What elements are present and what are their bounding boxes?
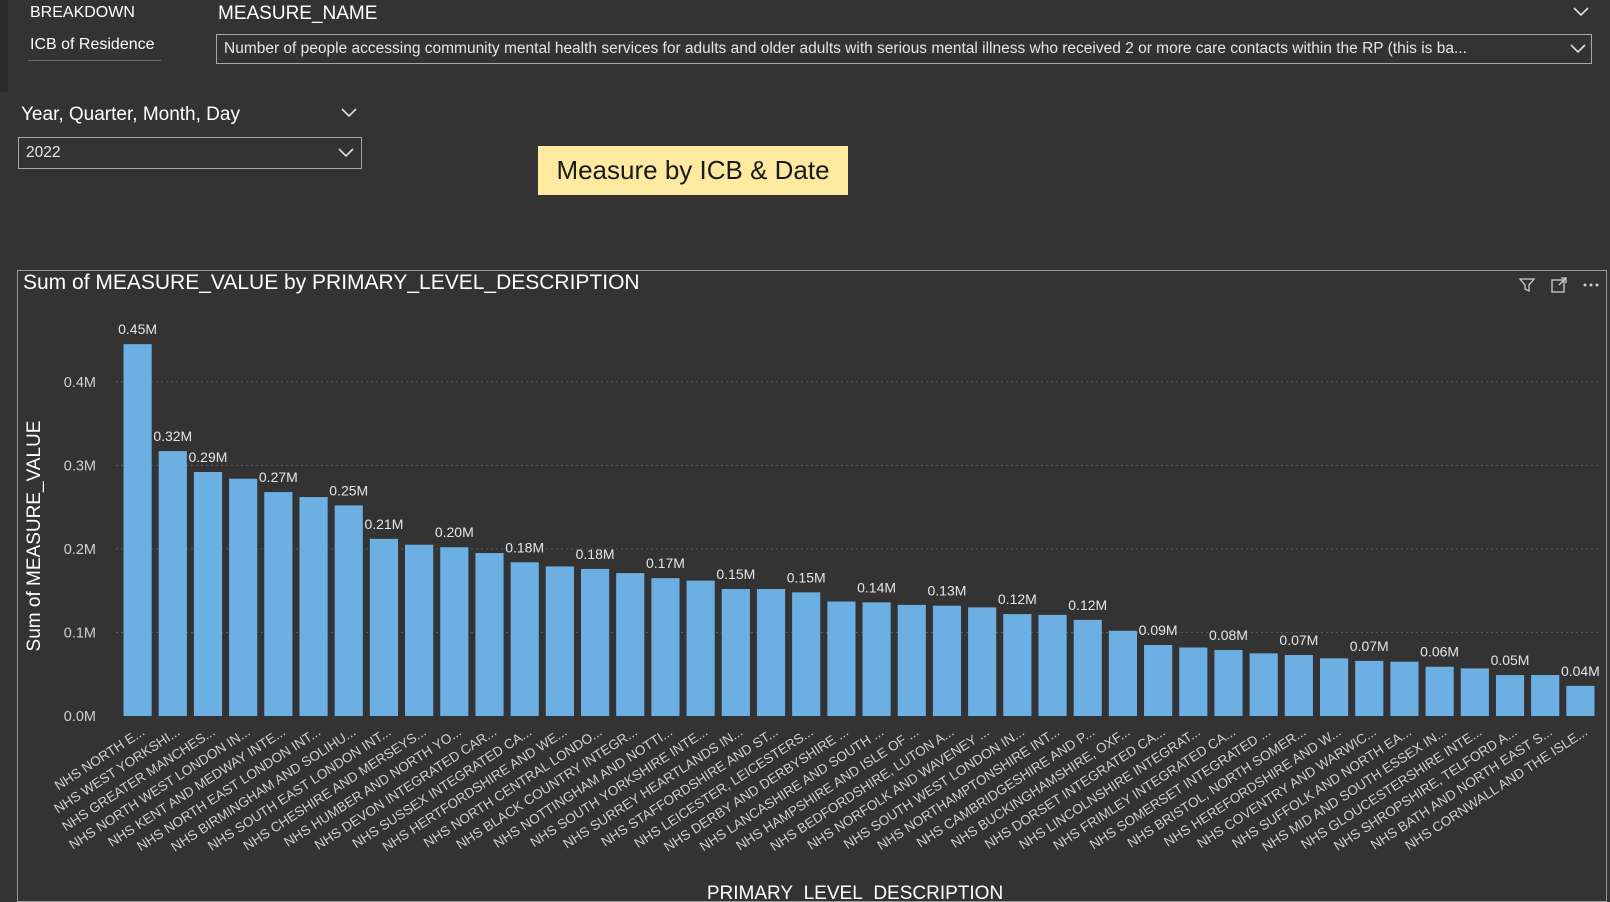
y-tick-label: 0.3M [64,458,96,474]
data-label: 0.15M [716,566,755,582]
data-label: 0.08M [1209,627,1248,643]
data-label: 0.18M [576,546,615,562]
bar [1355,660,1384,716]
chevron-down-icon[interactable] [1569,43,1587,55]
focus-mode-icon[interactable] [1550,276,1568,294]
data-label: 0.07M [1350,638,1389,654]
page-banner: Measure by ICB & Date [538,146,848,195]
bar [1495,675,1525,716]
bar [1249,653,1278,716]
y-tick-label: 0.2M [64,542,96,558]
bar [264,492,293,716]
bar [405,544,434,716]
bar [1390,661,1419,716]
bar [193,472,223,716]
data-label: 0.29M [189,449,228,465]
bar [334,505,363,716]
breakdown-title: BREAKDOWN [30,4,135,21]
breakdown-option-selected[interactable]: ICB of Residence [28,36,161,61]
date-filter-value: 2022 [26,144,61,161]
bar [968,607,997,716]
data-label: 0.12M [998,591,1037,607]
bar [510,562,539,716]
bar [369,538,399,716]
more-options-icon[interactable] [1582,276,1600,294]
bar [1460,668,1489,716]
data-label: 0.25M [329,482,368,498]
bar [721,588,750,716]
chevron-down-icon[interactable] [340,107,358,119]
data-label: 0.20M [435,524,474,540]
bar [1038,614,1067,716]
bar [1425,666,1454,716]
data-label: 0.21M [364,516,403,532]
data-label: 0.13M [928,583,967,599]
data-label: 0.04M [1561,663,1600,679]
bar [1073,619,1102,716]
bar [686,580,715,716]
chevron-down-icon[interactable] [1572,6,1590,18]
bar [756,588,786,716]
data-label: 0.09M [1139,622,1178,638]
y-tick-label: 0.1M [64,625,96,641]
bar [1179,647,1208,716]
bar [123,344,152,716]
bar [1144,644,1173,716]
bar [299,497,328,716]
chevron-down-icon[interactable] [337,147,355,159]
bar [1566,685,1595,716]
bar [862,602,891,716]
slicer-edge [0,0,8,92]
data-label: 0.17M [646,555,685,571]
bar [440,547,469,716]
bar [897,604,926,716]
y-tick-label: 0.4M [64,375,96,391]
bar [1284,655,1313,716]
x-axis-label: PRIMARY_LEVEL_DESCRIPTION [707,883,1003,900]
bar [475,553,504,716]
data-label: 0.12M [1068,597,1107,613]
data-label: 0.05M [1491,652,1530,668]
chart-toolbar [1518,276,1600,294]
date-filter-dropdown[interactable]: 2022 [18,137,362,169]
chart-title: Sum of MEASURE_VALUE by PRIMARY_LEVEL_DE… [23,271,640,294]
data-label: 0.07M [1279,632,1318,648]
bar [1108,630,1138,716]
bar [616,573,645,716]
data-label: 0.32M [153,428,192,444]
measure-name-title: MEASURE_NAME [218,3,378,24]
bar [792,592,821,716]
bar [545,566,574,716]
bar [1531,675,1560,716]
date-filter-title: Year, Quarter, Month, Day [21,104,240,125]
bar [580,568,610,716]
filter-icon[interactable] [1518,276,1536,294]
data-label: 0.45M [118,321,157,337]
bar [1214,649,1243,716]
data-label: 0.18M [505,539,544,555]
bar [1319,658,1349,716]
bar [229,478,258,716]
y-tick-label: 0.0M [64,709,96,725]
bar [827,601,856,716]
data-label: 0.14M [857,579,896,595]
bar [1003,614,1032,716]
y-axis-label: Sum of MEASURE_VALUE [24,421,45,652]
measure-name-dropdown[interactable]: Number of people accessing community men… [216,34,1592,64]
data-label: 0.27M [259,469,298,485]
bar [651,578,680,716]
bar [158,451,187,716]
data-label: 0.06M [1420,644,1459,660]
bar [932,605,962,716]
data-label: 0.15M [787,569,826,585]
